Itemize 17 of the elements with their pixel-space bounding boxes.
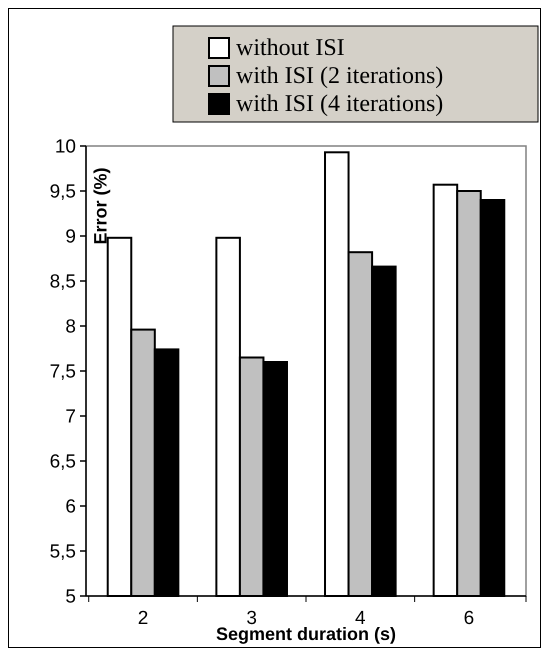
y-tick-label: 10 <box>54 136 76 158</box>
y-axis-title: Error (%) <box>90 167 110 245</box>
y-tick-label: 8,5 <box>50 272 76 293</box>
legend-label: with ISI (4 iterations) <box>236 91 444 117</box>
y-tick-label: 9 <box>65 226 76 248</box>
y-tick-label: 9,5 <box>50 182 76 203</box>
y-tick-label: 6,5 <box>50 452 76 473</box>
y-tick-label: 8 <box>65 316 76 338</box>
legend-label: without ISI <box>236 35 345 61</box>
x-tick-label: 6 <box>464 608 474 629</box>
legend-label: with ISI (2 iterations) <box>236 63 444 89</box>
y-tick-label: 5 <box>65 586 76 608</box>
y-tick-label: 7,5 <box>50 362 76 383</box>
y-tick-label: 6 <box>65 496 76 518</box>
y-tick-label: 5,5 <box>50 542 76 563</box>
y-tick-label: 7 <box>65 406 76 428</box>
x-tick-label: 2 <box>138 608 148 629</box>
